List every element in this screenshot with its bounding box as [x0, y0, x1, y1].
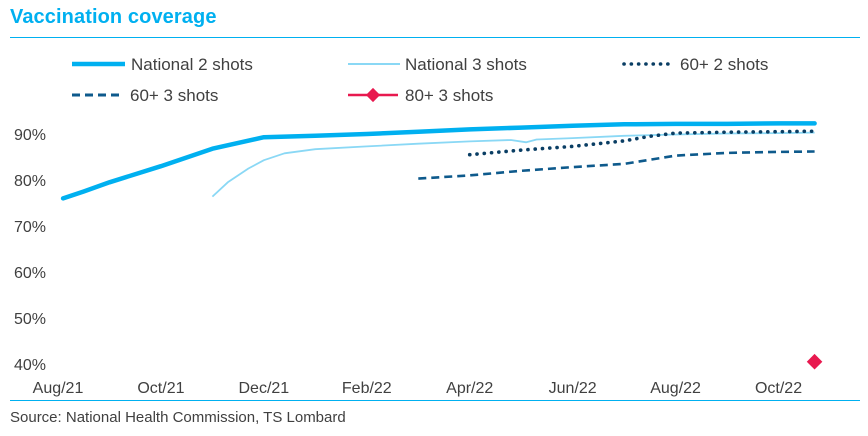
y-tick-label: 60%	[14, 265, 46, 282]
series-80-3-shots-marker	[806, 353, 823, 370]
legend-label-80-3-shots: 80+ 3 shots	[405, 86, 493, 105]
x-tick-label: Oct/21	[137, 380, 184, 397]
x-tick-label: Aug/21	[33, 380, 84, 397]
legend-item-60-3-shots: 60+ 3 shots	[72, 86, 218, 105]
series-line-national-3-shots	[211, 131, 815, 198]
x-tick-label: Aug/22	[650, 380, 701, 397]
legend-item-national-2-shots: National 2 shots	[72, 55, 253, 74]
y-tick-label: 90%	[14, 127, 46, 144]
line-chart: National 2 shots National 3 shots 60+ 2 …	[14, 55, 823, 397]
legend-label-national-2-shots: National 2 shots	[131, 55, 253, 74]
x-tick-label: Jun/22	[549, 380, 597, 397]
footer-divider	[10, 400, 860, 401]
legend-item-national-3-shots: National 3 shots	[348, 55, 527, 74]
legend-label-60-3-shots: 60+ 3 shots	[130, 86, 218, 105]
legend: National 2 shots National 3 shots 60+ 2 …	[72, 55, 768, 105]
y-tick-label: 70%	[14, 219, 46, 236]
series-line-60-3-shots	[418, 150, 815, 180]
legend-item-60-2-shots: 60+ 2 shots	[622, 55, 768, 74]
title-divider	[10, 37, 860, 38]
legend-label-national-3-shots: National 3 shots	[405, 55, 527, 74]
legend-swatch-80-3-shots-marker	[365, 87, 381, 103]
y-tick-label: 50%	[14, 311, 46, 328]
y-axis: 40% 50% 60% 70% 80% 90%	[14, 127, 46, 374]
x-tick-label: Dec/21	[239, 380, 290, 397]
series-line-national-2-shots	[60, 121, 817, 201]
source-note: Source: National Health Commission, TS L…	[10, 409, 346, 426]
series-layer	[60, 121, 823, 370]
legend-item-80-3-shots: 80+ 3 shots	[348, 86, 493, 105]
legend-label-60-2-shots: 60+ 2 shots	[680, 55, 768, 74]
x-tick-label: Oct/22	[755, 380, 802, 397]
y-tick-label: 40%	[14, 357, 46, 374]
x-axis: Aug/21 Oct/21 Dec/21 Feb/22 Apr/22 Jun/22 Aug/…	[33, 380, 803, 397]
series-line-60-2-shots	[467, 129, 817, 157]
x-tick-label: Apr/22	[446, 380, 493, 397]
x-tick-label: Feb/22	[342, 380, 392, 397]
y-tick-label: 80%	[14, 173, 46, 190]
chart-title: Vaccination coverage	[10, 6, 217, 28]
